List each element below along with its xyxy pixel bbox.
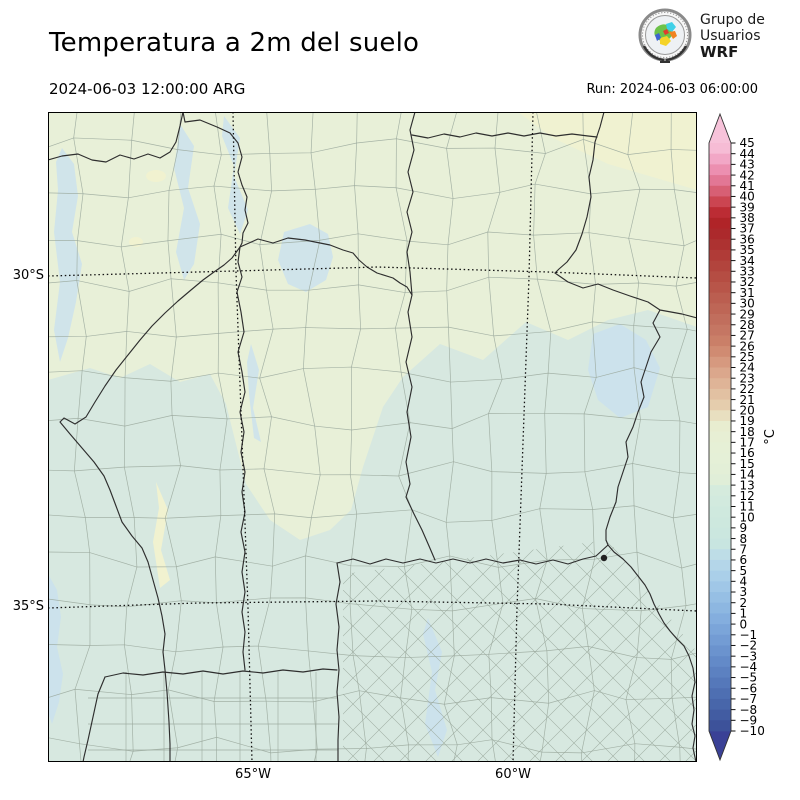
svg-text:2: 2 xyxy=(740,596,748,610)
svg-text:30: 30 xyxy=(740,297,755,311)
valid-time: 2024-06-03 12:00:00 ARG xyxy=(49,80,246,98)
field-yellow-streak xyxy=(153,482,170,588)
svg-text:20: 20 xyxy=(740,403,755,417)
lat-label-35s: 35°S xyxy=(12,599,44,614)
svg-text:32: 32 xyxy=(740,275,755,289)
svg-text:31: 31 xyxy=(740,286,755,300)
svg-text:−8: −8 xyxy=(740,703,758,717)
map-frame xyxy=(48,112,697,762)
svg-text:36: 36 xyxy=(740,232,755,246)
svg-text:9: 9 xyxy=(740,521,748,535)
svg-text:−10: −10 xyxy=(740,724,765,738)
wrf-logo-text: Grupo de Usuarios WRF xyxy=(700,11,765,62)
svg-text:45: 45 xyxy=(740,136,755,150)
svg-text:14: 14 xyxy=(740,468,755,482)
svg-text:7: 7 xyxy=(740,542,748,556)
svg-text:25: 25 xyxy=(740,350,755,364)
svg-text:19: 19 xyxy=(740,414,755,428)
wrf-logo-emblem-icon xyxy=(638,8,692,63)
svg-text:38: 38 xyxy=(740,211,755,225)
svg-text:13: 13 xyxy=(740,478,755,492)
logo-line3: WRF xyxy=(700,43,739,62)
svg-text:4: 4 xyxy=(740,575,748,589)
svg-text:1: 1 xyxy=(740,607,748,621)
gridline-65w xyxy=(232,112,253,762)
svg-text:35: 35 xyxy=(740,243,755,257)
svg-text:34: 34 xyxy=(740,254,755,268)
lon-label-60w: 60°W xyxy=(495,767,531,782)
svg-text:−2: −2 xyxy=(740,639,758,653)
svg-text:22: 22 xyxy=(740,382,755,396)
svg-text:−6: −6 xyxy=(740,681,758,695)
svg-text:8: 8 xyxy=(740,532,748,546)
logo-line2: Usuarios xyxy=(700,27,761,44)
field-green-14-19c xyxy=(48,112,697,540)
buenos-aires-city-marker xyxy=(600,554,608,562)
svg-text:42: 42 xyxy=(740,168,755,182)
svg-text:17: 17 xyxy=(740,436,755,450)
svg-text:27: 27 xyxy=(740,329,755,343)
graticule-dotted-lines xyxy=(48,112,697,762)
department-boundaries xyxy=(48,112,697,762)
svg-text:6: 6 xyxy=(740,553,748,567)
svg-text:40: 40 xyxy=(740,190,755,204)
la-pampa-district-grid xyxy=(88,672,338,762)
colorbar-ticks: 4544434241403938373635343332313029282726… xyxy=(731,136,765,738)
run-time: Run: 2024-06-03 06:00:00 xyxy=(586,82,758,97)
svg-text:39: 39 xyxy=(740,200,755,214)
svg-text:−1: −1 xyxy=(740,628,758,642)
svg-text:21: 21 xyxy=(740,393,755,407)
svg-text:15: 15 xyxy=(740,457,755,471)
svg-text:12: 12 xyxy=(740,489,755,503)
svg-text:29: 29 xyxy=(740,307,755,321)
svg-text:28: 28 xyxy=(740,318,755,332)
svg-text:−7: −7 xyxy=(740,692,758,706)
svg-text:41: 41 xyxy=(740,179,755,193)
svg-text:24: 24 xyxy=(740,361,755,375)
svg-text:23: 23 xyxy=(740,371,755,385)
svg-text:10: 10 xyxy=(740,510,755,524)
svg-text:−5: −5 xyxy=(740,671,758,685)
svg-text:−4: −4 xyxy=(740,660,758,674)
svg-text:5: 5 xyxy=(740,564,748,578)
svg-text:−9: −9 xyxy=(740,714,758,728)
svg-text:0: 0 xyxy=(740,617,748,631)
page-title: Temperatura a 2m del suelo xyxy=(49,28,420,58)
logo-line1: Grupo de xyxy=(700,11,765,28)
svg-text:44: 44 xyxy=(740,147,755,161)
lat-label-30s: 30°S xyxy=(12,268,44,283)
colorbar-svg: 4544434241403938373635343332313029282726… xyxy=(708,112,778,762)
wrf-logo: Grupo de Usuarios WRF xyxy=(636,8,765,66)
svg-text:33: 33 xyxy=(740,264,755,278)
map-svg xyxy=(48,112,697,762)
colorbar-unit-label: °C xyxy=(763,429,778,445)
temperature-field-fills xyxy=(48,112,697,762)
svg-text:11: 11 xyxy=(740,500,755,514)
province-borders xyxy=(48,112,697,762)
svg-text:16: 16 xyxy=(740,446,755,460)
svg-text:26: 26 xyxy=(740,339,755,353)
svg-text:18: 18 xyxy=(740,425,755,439)
lon-label-65w: 65°W xyxy=(235,767,271,782)
svg-text:37: 37 xyxy=(740,222,755,236)
svg-text:3: 3 xyxy=(740,585,748,599)
field-yellow-spot xyxy=(146,170,166,182)
field-yellow-warm-patch xyxy=(518,112,697,190)
svg-text:−3: −3 xyxy=(740,649,758,663)
svg-text:43: 43 xyxy=(740,158,755,172)
field-cool-blue-patches xyxy=(48,116,660,757)
